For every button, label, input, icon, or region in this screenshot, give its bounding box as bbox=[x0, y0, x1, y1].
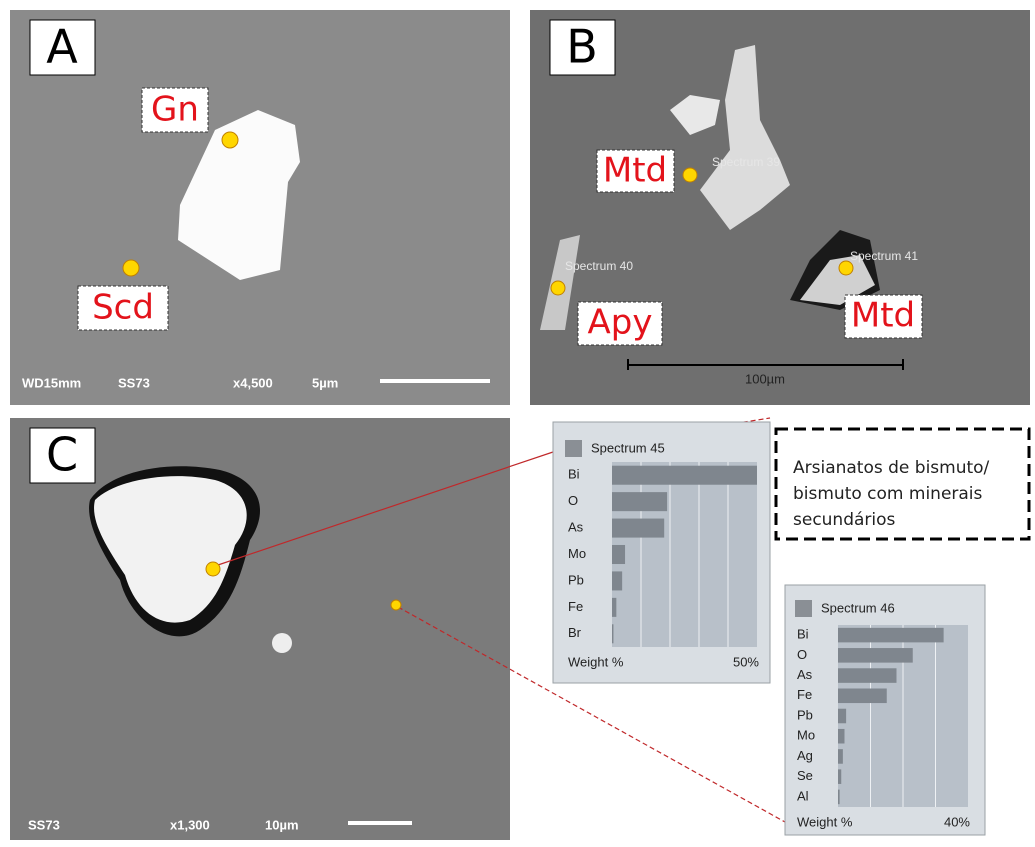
mineral-label: Mtd bbox=[851, 296, 915, 336]
legend-swatch bbox=[795, 600, 812, 617]
y-tick-label: Se bbox=[797, 768, 813, 783]
bar bbox=[612, 466, 757, 485]
bar bbox=[612, 492, 667, 511]
sem-info: 5µm bbox=[312, 375, 338, 390]
figure: A Gn Scd WD15mm SS73 x4,500 5µm B Spectr… bbox=[0, 0, 1035, 847]
y-tick-label: O bbox=[797, 647, 807, 662]
bar bbox=[838, 648, 913, 663]
bar bbox=[612, 519, 664, 538]
x-tick-label: 40% bbox=[944, 814, 970, 829]
spot bbox=[683, 168, 697, 182]
panel-letter: B bbox=[566, 20, 598, 74]
mineral-label: Apy bbox=[588, 303, 653, 343]
spot bbox=[391, 600, 401, 610]
spot bbox=[222, 132, 238, 148]
bar bbox=[838, 769, 841, 784]
grain bbox=[272, 633, 292, 653]
sem-info: SS73 bbox=[28, 817, 60, 832]
note-text: bismuto com minerais bbox=[793, 484, 983, 504]
y-tick-label: Mo bbox=[568, 546, 586, 561]
chart-title: Spectrum 45 bbox=[591, 440, 665, 455]
bar bbox=[838, 729, 845, 744]
y-tick-label: Bi bbox=[797, 627, 809, 642]
note-text: secundários bbox=[793, 510, 896, 530]
y-tick-label: Fe bbox=[568, 599, 583, 614]
x-tick-label: 50% bbox=[733, 654, 759, 669]
y-tick-label: Al bbox=[797, 788, 809, 803]
panel-letter: C bbox=[46, 428, 78, 482]
y-tick-label: Mo bbox=[797, 728, 815, 743]
bar bbox=[838, 749, 843, 764]
sem-info: x1,300 bbox=[170, 817, 210, 832]
chart-title: Spectrum 46 bbox=[821, 600, 895, 615]
y-tick-label: Fe bbox=[797, 687, 812, 702]
note-text: Arsianatos de bismuto/ bbox=[793, 458, 990, 478]
y-tick-label: Pb bbox=[568, 572, 584, 587]
spectrum-label: Spectrum 39 bbox=[712, 155, 780, 169]
x-axis-label: Weight % bbox=[568, 654, 624, 669]
spot bbox=[123, 260, 139, 276]
bar bbox=[838, 688, 887, 703]
panel-letter: A bbox=[46, 20, 78, 74]
y-tick-label: O bbox=[568, 493, 578, 508]
sem-info: WD15mm bbox=[22, 375, 81, 390]
bar bbox=[838, 709, 846, 724]
sem-info: 10µm bbox=[265, 817, 299, 832]
spectrum-label: Spectrum 41 bbox=[850, 249, 918, 263]
y-tick-label: Ag bbox=[797, 748, 813, 763]
bar bbox=[612, 624, 613, 643]
y-tick-label: Bi bbox=[568, 467, 580, 482]
spot bbox=[839, 261, 853, 275]
mineral-label: Gn bbox=[151, 90, 199, 130]
bar bbox=[612, 598, 616, 617]
y-tick-label: Br bbox=[568, 625, 582, 640]
mineral-label: Scd bbox=[92, 288, 154, 328]
spot bbox=[551, 281, 565, 295]
sem-info: x4,500 bbox=[233, 375, 273, 390]
bar bbox=[838, 790, 840, 805]
y-tick-label: Pb bbox=[797, 707, 813, 722]
y-tick-label: As bbox=[797, 667, 813, 682]
plot-area bbox=[612, 462, 757, 647]
spectrum-label: Spectrum 40 bbox=[565, 259, 633, 273]
legend-swatch bbox=[565, 440, 582, 457]
y-tick-label: As bbox=[568, 520, 584, 535]
bar bbox=[838, 668, 897, 683]
bar bbox=[612, 545, 625, 564]
spot bbox=[206, 562, 220, 576]
bar bbox=[838, 628, 944, 643]
sem-info: SS73 bbox=[118, 375, 150, 390]
mineral-label: Mtd bbox=[603, 151, 667, 191]
scale-label: 100µm bbox=[745, 371, 785, 386]
x-axis-label: Weight % bbox=[797, 814, 853, 829]
bar bbox=[612, 571, 622, 590]
